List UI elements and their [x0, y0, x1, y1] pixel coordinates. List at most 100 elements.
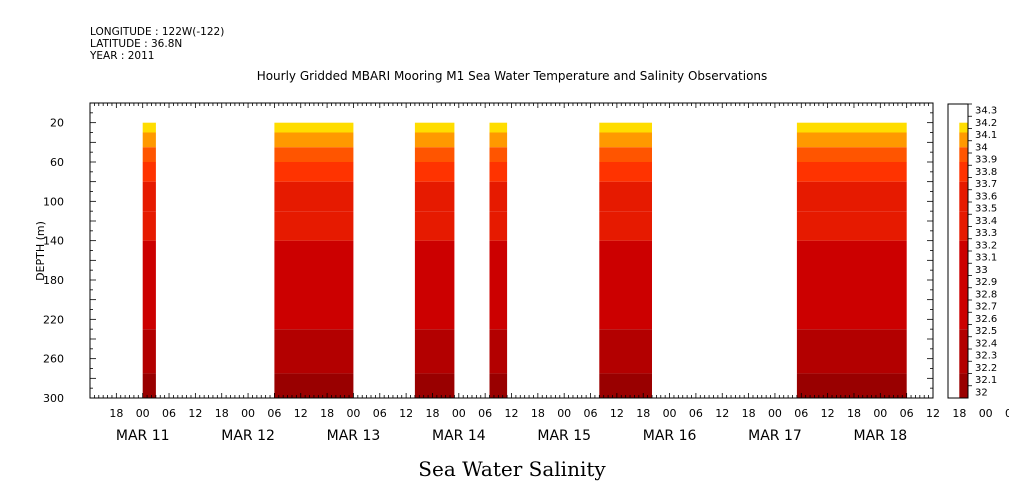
salinity-cell	[414, 373, 455, 398]
salinity-cell	[142, 147, 156, 163]
x-tick-label: 18	[742, 407, 756, 420]
salinity-cell	[142, 162, 156, 182]
y-tick-label: 60	[50, 156, 64, 169]
day-label: MAR 12	[221, 428, 275, 444]
salinity-cell	[959, 147, 969, 163]
colorbar-label: 33.9	[975, 155, 997, 166]
day-label: MAR 18	[853, 428, 907, 444]
x-tick-label: 18	[531, 407, 545, 420]
x-tick-label: 06	[267, 407, 281, 420]
salinity-cell	[414, 147, 455, 163]
colorbar-label: 33.4	[975, 216, 997, 227]
x-tick-label: 06	[900, 407, 914, 420]
salinity-cell	[489, 122, 508, 133]
salinity-cell	[142, 211, 156, 241]
x-tick-label: 18	[952, 407, 966, 420]
salinity-cell	[599, 147, 652, 163]
x-tick-label: 00	[979, 407, 993, 420]
salinity-cell	[959, 211, 969, 241]
plot-data-area	[142, 122, 969, 398]
x-tick-label: 00	[768, 407, 782, 420]
salinity-cell	[599, 181, 652, 212]
day-label: MAR 14	[432, 428, 486, 444]
colorbar-label: 32.2	[975, 363, 997, 374]
y-axis-label: DEPTH (m)	[34, 221, 47, 281]
x-tick-label: 18	[215, 407, 229, 420]
x-tick-label: 06	[478, 407, 492, 420]
salinity-cell	[796, 240, 907, 330]
y-axis: 20 60 100 140 180 220 260 300	[43, 102, 933, 405]
y-tick-label: 180	[43, 274, 64, 287]
x-tick-label: 06	[584, 407, 598, 420]
salinity-cell	[142, 329, 156, 374]
salinity-cell	[489, 162, 508, 182]
x-tick-label: 06	[162, 407, 176, 420]
y-tick-label: 300	[43, 392, 64, 405]
colorbar-label: 33.1	[975, 253, 997, 264]
salinity-cell	[599, 240, 652, 330]
colorbar-label: 33.7	[975, 179, 997, 190]
salinity-cell	[142, 122, 156, 133]
colorbar-label: 32.6	[975, 314, 997, 325]
salinity-cell	[599, 211, 652, 241]
salinity-cell	[599, 329, 652, 374]
chart-title: Hourly Gridded MBARI Mooring M1 Sea Wate…	[257, 69, 768, 83]
salinity-cell	[796, 162, 907, 182]
year-label: YEAR : 2011	[89, 50, 154, 62]
x-tick-label: 00	[136, 407, 150, 420]
x-tick-label: 06	[689, 407, 703, 420]
salinity-cell	[796, 132, 907, 148]
x-tick-label: 12	[926, 407, 940, 420]
colorbar-label: 34.1	[975, 130, 997, 141]
salinity-cell	[959, 240, 969, 330]
x-tick-label: 18	[109, 407, 123, 420]
salinity-cell	[274, 122, 354, 133]
colorbar-label: 33.2	[975, 240, 997, 251]
salinity-cell	[274, 211, 354, 241]
x-tick-label: 18	[425, 407, 439, 420]
salinity-cell	[959, 132, 969, 148]
salinity-cell	[414, 211, 455, 241]
salinity-cell	[796, 211, 907, 241]
colorbar-label: 33.8	[975, 167, 997, 178]
x-tick-label: 18	[847, 407, 861, 420]
latitude-label: LATITUDE : 36.8N	[90, 38, 182, 50]
x-tick-label: 12	[505, 407, 519, 420]
y-tick-label: 260	[43, 353, 64, 366]
x-tick-label: 00	[452, 407, 466, 420]
x-tick-label: 18	[320, 407, 334, 420]
salinity-cell	[142, 240, 156, 330]
salinity-cell	[142, 373, 156, 398]
salinity-cell	[274, 329, 354, 374]
salinity-cell	[599, 373, 652, 398]
salinity-cell	[796, 181, 907, 212]
x-tick-label: 06	[1005, 407, 1009, 420]
colorbar-label: 32.3	[975, 351, 997, 362]
y-tick-label: 140	[43, 235, 64, 248]
salinity-cell	[489, 211, 508, 241]
colorbar-label: 34.3	[975, 106, 997, 117]
colorbar-label: 32.8	[975, 289, 997, 300]
x-tick-label: 12	[294, 407, 308, 420]
x-tick-label: 00	[557, 407, 571, 420]
x-tick-label: 12	[715, 407, 729, 420]
x-tick-label: 00	[241, 407, 255, 420]
day-label: MAR 16	[643, 428, 697, 444]
y-tick-label: 100	[43, 195, 64, 208]
colorbar-label: 32.1	[975, 375, 997, 386]
salinity-cell	[274, 147, 354, 163]
day-label: MAR 15	[537, 428, 591, 444]
x-tick-label: 12	[821, 407, 835, 420]
colorbar-label: 33	[975, 265, 988, 276]
longitude-label: LONGITUDE : 122W(-122)	[90, 26, 224, 38]
salinity-cell	[274, 181, 354, 212]
day-label: MAR 11	[116, 428, 170, 444]
salinity-cell	[274, 162, 354, 182]
colorbar-label: 32.5	[975, 326, 997, 337]
colorbar-label: 34	[975, 142, 988, 153]
colorbar-label: 33.5	[975, 204, 997, 215]
salinity-cell	[414, 240, 455, 330]
salinity-cell	[959, 162, 969, 182]
salinity-cell	[959, 181, 969, 212]
x-tick-label: 18	[636, 407, 650, 420]
